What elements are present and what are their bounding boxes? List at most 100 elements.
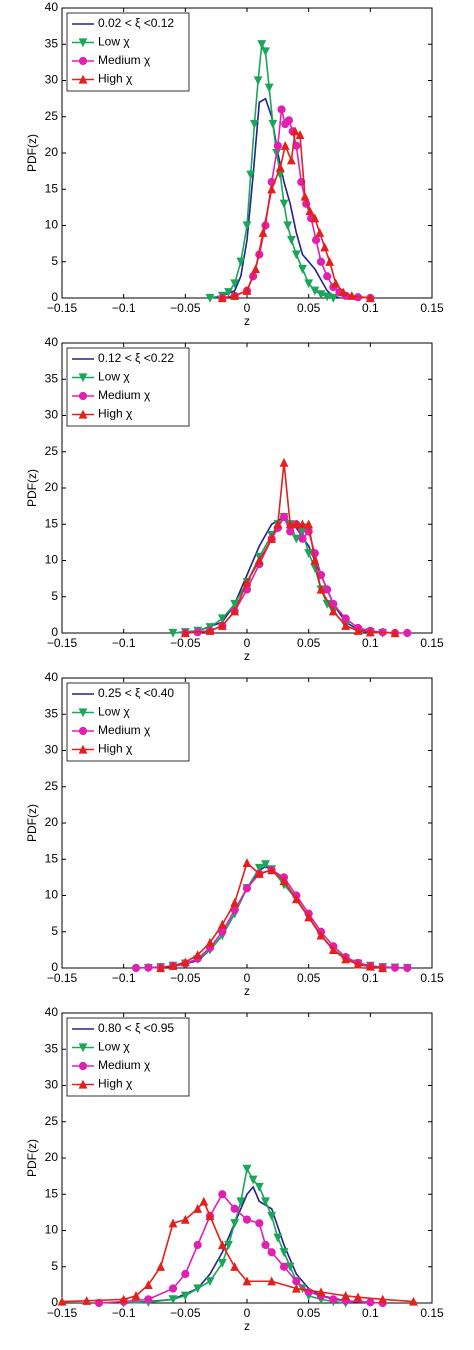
marker: [264, 83, 274, 93]
marker: [310, 286, 320, 296]
marker: [316, 290, 326, 300]
marker: [217, 1240, 227, 1250]
marker: [230, 1219, 240, 1228]
marker: [291, 1283, 301, 1293]
x-tick-label: 0.1: [362, 301, 379, 315]
marker: [230, 1262, 240, 1271]
series-line: [135, 869, 408, 969]
y-tick-label: 25: [45, 1114, 59, 1128]
marker: [316, 1287, 326, 1297]
marker: [322, 292, 332, 302]
y-tick-label: 20: [45, 815, 59, 829]
marker: [328, 606, 338, 616]
marker: [279, 512, 289, 522]
marker: [246, 170, 256, 180]
marker: [255, 1219, 264, 1228]
marker: [353, 626, 363, 635]
y-tick-label: 15: [45, 851, 59, 865]
marker: [298, 534, 307, 543]
marker: [323, 585, 332, 594]
x-tick-label: −0.05: [170, 301, 201, 315]
marker: [251, 264, 261, 274]
y-tick-label: 35: [45, 36, 59, 50]
marker: [304, 549, 314, 558]
x-axis-label: z: [244, 649, 250, 663]
y-tick-label: 0: [51, 625, 58, 639]
x-tick-label: 0.1: [362, 971, 379, 985]
marker: [236, 257, 246, 267]
x-tick-label: −0.1: [112, 971, 136, 985]
x-axis-label: z: [244, 314, 250, 328]
marker: [403, 963, 412, 973]
marker: [242, 884, 252, 893]
marker: [242, 1276, 252, 1286]
marker: [249, 119, 259, 129]
marker: [273, 519, 283, 529]
series-line: [135, 865, 408, 969]
marker: [300, 191, 310, 201]
marker: [230, 291, 240, 300]
marker: [279, 457, 289, 467]
legend-label: Medium χ: [98, 388, 151, 402]
marker: [248, 1175, 258, 1185]
y-tick-label: 5: [51, 924, 58, 938]
marker: [284, 116, 294, 125]
y-tick-label: 40: [45, 670, 59, 684]
marker: [224, 288, 233, 297]
marker: [310, 213, 320, 223]
legend-label: 0.02 < ξ <0.12: [98, 16, 174, 30]
y-tick-label: 20: [45, 145, 59, 159]
marker: [218, 1190, 227, 1199]
marker: [285, 519, 295, 529]
marker: [286, 527, 295, 536]
marker: [291, 534, 301, 544]
marker: [242, 577, 252, 587]
marker: [78, 74, 88, 84]
marker: [353, 959, 363, 969]
x-tick-label: −0.15: [47, 971, 78, 985]
marker: [291, 250, 301, 260]
y-tick-label: 20: [45, 1150, 59, 1164]
y-tick-label: 35: [45, 1041, 59, 1055]
marker: [230, 1204, 239, 1213]
marker: [168, 1284, 178, 1293]
y-tick-label: 30: [45, 73, 59, 87]
marker: [78, 744, 88, 754]
marker: [310, 555, 320, 565]
marker: [193, 1284, 203, 1294]
marker: [341, 1291, 351, 1300]
marker: [242, 286, 252, 295]
y-tick-label: 15: [45, 516, 59, 530]
marker: [298, 264, 307, 274]
marker: [315, 228, 325, 237]
marker: [253, 76, 263, 86]
y-axis-label: PDF(z): [25, 134, 39, 172]
marker: [291, 894, 301, 904]
legend-label: Low χ: [98, 370, 130, 384]
marker: [275, 162, 285, 172]
x-tick-label: −0.1: [112, 636, 136, 650]
y-tick-label: 35: [45, 706, 59, 720]
marker: [328, 945, 338, 954]
y-axis-label: PDF(z): [25, 1139, 39, 1177]
marker: [78, 1061, 88, 1071]
x-tick-label: 0.05: [297, 1306, 321, 1320]
y-tick-label: 40: [45, 335, 59, 349]
x-tick-label: 0.15: [420, 1306, 444, 1320]
x-tick-label: 0: [244, 1306, 251, 1320]
y-tick-label: 30: [45, 743, 59, 757]
series-line: [209, 41, 334, 299]
marker: [365, 293, 375, 303]
marker: [325, 257, 335, 266]
series-line: [172, 515, 383, 634]
marker: [267, 534, 277, 543]
y-tick-label: 25: [45, 109, 59, 123]
marker: [144, 1295, 153, 1304]
x-axis-label: z: [244, 984, 250, 998]
marker: [267, 1211, 277, 1221]
marker: [78, 708, 88, 718]
legend-label: High χ: [98, 1077, 133, 1091]
marker: [341, 954, 351, 964]
marker: [378, 1294, 388, 1304]
